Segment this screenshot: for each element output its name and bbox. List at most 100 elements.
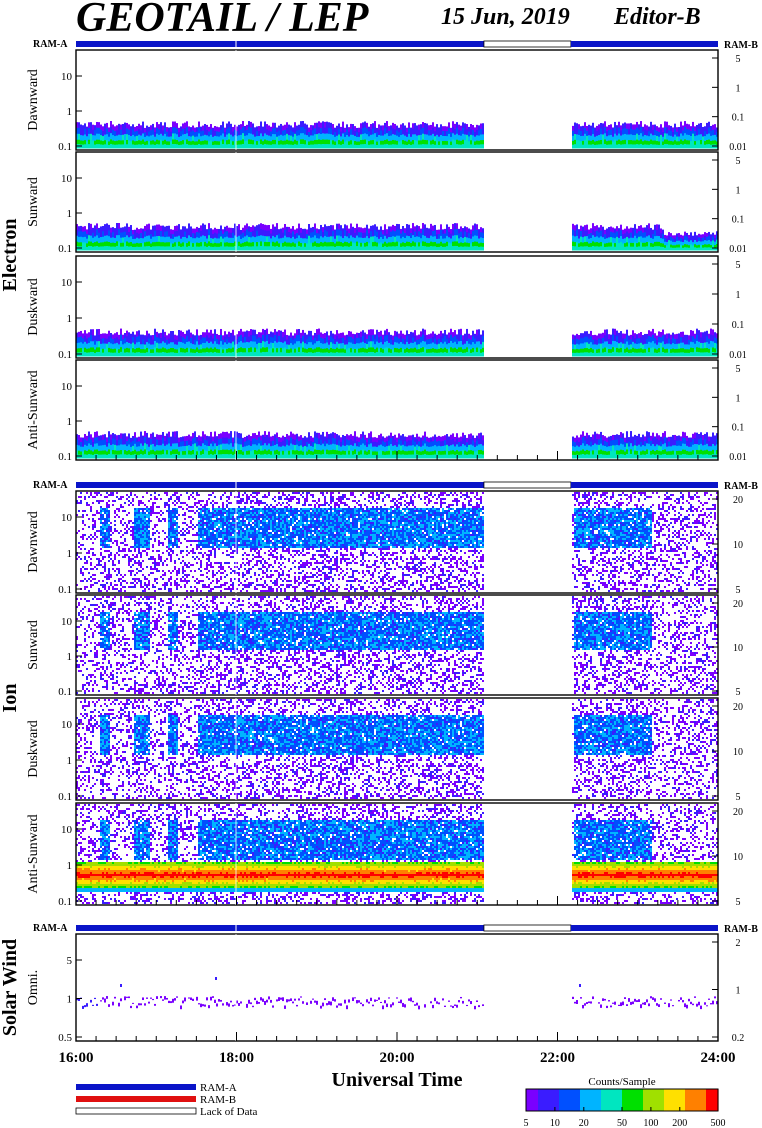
electron-cell: [240, 140, 242, 145]
electron-cell: [204, 134, 206, 141]
electron-cell: [162, 335, 164, 342]
electron-cell: [670, 144, 672, 149]
electron-cell: [304, 233, 306, 239]
electron-cell: [628, 243, 630, 248]
electron-cell: [342, 454, 344, 459]
electron-cell: [588, 229, 590, 235]
electron-cell: [164, 454, 166, 459]
electron-cell: [298, 334, 300, 342]
electron-cell: [598, 129, 600, 136]
electron-cell: [190, 352, 192, 357]
electron-cell: [644, 232, 646, 239]
electron-cell: [166, 136, 168, 142]
electron-cell: [140, 144, 142, 149]
electron-cell: [196, 237, 198, 244]
electron-cell: [454, 347, 456, 353]
electron-cell: [204, 224, 206, 231]
electron-cell: [624, 133, 626, 141]
electron-cell: [304, 436, 306, 442]
electron-cell: [400, 238, 402, 244]
electron-cell: [192, 438, 194, 445]
electron-cell: [396, 342, 398, 349]
electron-cell: [108, 224, 110, 231]
electron-cell: [198, 133, 200, 141]
electron-cell: [308, 443, 310, 451]
electron-cell: [184, 242, 186, 247]
electron-cell: [636, 243, 638, 248]
electron-cell: [254, 347, 256, 353]
electron-cell: [434, 236, 436, 243]
electron-cell: [704, 236, 706, 241]
electron-cell: [286, 339, 288, 345]
electron-cell: [172, 449, 174, 455]
electron-cell: [652, 229, 654, 235]
electron-cell: [94, 443, 96, 451]
electron-cell: [352, 343, 354, 350]
electron-cell: [154, 441, 156, 447]
electron-cell: [338, 128, 340, 136]
electron-cell: [310, 125, 312, 131]
electron-cell: [86, 229, 88, 235]
electron-cell: [690, 347, 692, 353]
electron-cell: [148, 338, 150, 345]
electron-cell: [234, 449, 236, 455]
electron-cell: [474, 229, 476, 236]
electron-cell: [614, 328, 616, 336]
electron-cell: [258, 235, 260, 243]
electron-cell: [266, 351, 268, 357]
electron-cell: [578, 238, 580, 244]
electron-cell: [304, 332, 306, 339]
electron-cell: [206, 341, 208, 349]
electron-cell: [630, 144, 632, 149]
electron-cell: [158, 224, 160, 231]
electron-cell: [354, 343, 356, 350]
electron-cell: [164, 450, 166, 456]
electron-cell: [144, 136, 146, 143]
electron-cell: [158, 434, 160, 441]
electron-cell: [356, 436, 358, 442]
electron-cell: [238, 246, 240, 251]
electron-cell: [104, 444, 106, 451]
electron-cell: [254, 454, 256, 459]
electron-cell: [120, 124, 122, 131]
electron-cell: [656, 235, 658, 243]
electron-cell: [716, 343, 718, 350]
electron-cell: [174, 127, 176, 134]
electron-cell: [598, 140, 600, 145]
electron-cell: [306, 140, 308, 145]
electron-cell: [684, 235, 686, 241]
electron-cell: [228, 242, 230, 248]
electron-cell: [274, 226, 276, 233]
electron-cell: [326, 127, 328, 135]
electron-cell: [186, 454, 188, 459]
electron-cell: [236, 131, 238, 137]
electron-cell: [634, 224, 636, 231]
electron-cell: [368, 246, 370, 251]
electron-cell: [106, 223, 108, 230]
electron-cell: [108, 443, 110, 450]
electron-cell: [416, 130, 418, 137]
electron-cell: [324, 144, 326, 149]
electron-cell: [190, 242, 192, 247]
electron-cell: [398, 136, 400, 143]
electron-cell: [196, 232, 198, 238]
electron-cell: [248, 342, 250, 349]
electron-cell: [574, 230, 576, 237]
electron-cell: [128, 337, 130, 344]
electron-cell: [384, 224, 386, 231]
electron-cell: [126, 139, 128, 145]
electron-cell: [676, 131, 678, 138]
electron-cell: [98, 242, 100, 248]
electron-cell: [76, 127, 78, 135]
electron-cell: [406, 352, 408, 357]
electron-cell: [244, 436, 246, 443]
electron-cell: [344, 230, 346, 237]
electron-cell: [392, 241, 394, 247]
electron-cell: [378, 246, 380, 251]
electron-cell: [134, 344, 136, 350]
electron-cell: [472, 336, 474, 343]
left-tick-label: 10: [61, 277, 73, 289]
electron-cell: [124, 454, 126, 459]
electron-cell: [372, 446, 374, 452]
electron-cell: [674, 134, 676, 141]
